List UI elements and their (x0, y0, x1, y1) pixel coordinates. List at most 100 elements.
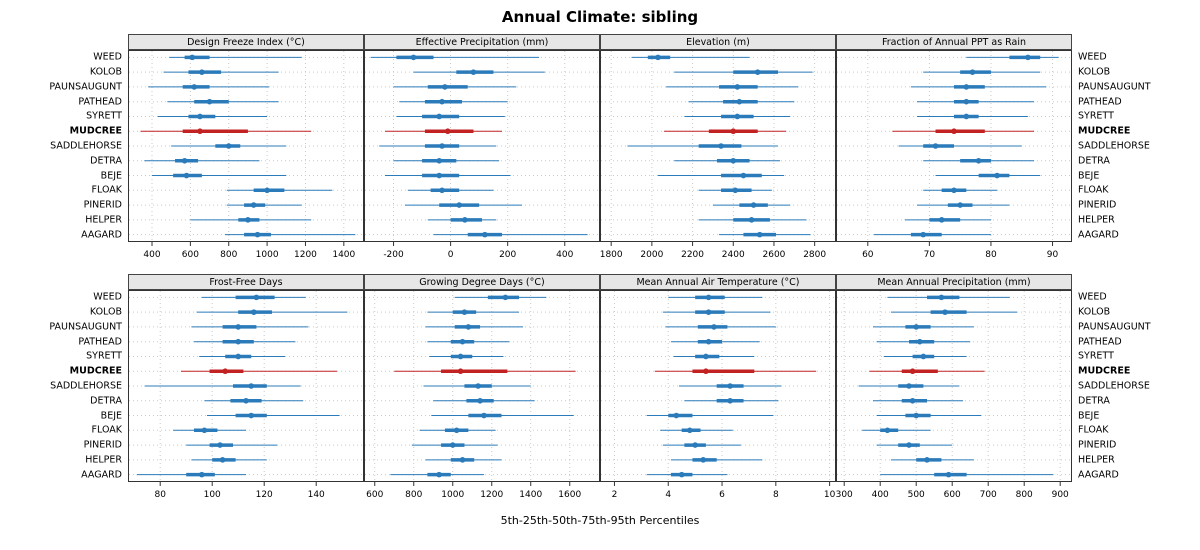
series-paunsaugunt (666, 84, 799, 90)
series-pinerid (404, 202, 522, 208)
x-tick-label: 1200 (294, 250, 317, 260)
series-aagard (646, 471, 728, 478)
panel-growing-degree-days-c: Growing Degree Days (°C) 600 800 1000 1200 14… (364, 274, 600, 508)
x-tick-label: 1400 (332, 250, 355, 260)
x-tick-label: 600 (366, 490, 383, 500)
series-aagard (873, 231, 991, 238)
panel-strip: Growing Degree Days (°C) (364, 274, 600, 290)
panel-plot: 2 4 6 8 10 (600, 290, 836, 500)
panel-strip: Design Freeze Index (°C) (128, 34, 364, 50)
station-label-floak: FLOAK (91, 184, 122, 196)
series-weed (631, 54, 750, 61)
x-tick-label: 400 (872, 490, 889, 500)
station-labels-left: WEED KOLOB PAUNSAUGUNT PATHEAD SYRETT MUDCREE… (0, 34, 128, 242)
x-tick-label: 60 (862, 250, 874, 260)
series-kolob (427, 309, 520, 315)
panel-strip: Frost-Free Days (128, 274, 364, 290)
panel-row-0: WEED KOLOB PAUNSAUGUNT PATHEAD SYRETT MUDCREE… (0, 34, 1200, 268)
x-tick-label: 8 (773, 490, 779, 500)
series-pathead (399, 98, 508, 105)
x-tick-label: 2800 (803, 250, 826, 260)
station-labels-right: WEED KOLOB PAUNSAUGUNT PATHEAD SYRETT MUDCREE… (1072, 34, 1200, 242)
station-label-syrett: SYRETT (1078, 110, 1114, 122)
series-pathead (688, 98, 795, 105)
station-label-beje: BEJE (100, 169, 122, 181)
series-floak (226, 187, 333, 194)
series-mudcree (892, 128, 1035, 135)
series-saddlehorse (379, 143, 497, 149)
x-tick-label: 2400 (722, 250, 745, 260)
panel-mean-annual-precipitation-mm: Mean Annual Precipitation (mm) 300 400 500 6… (836, 274, 1072, 508)
series-saddlehorse (679, 383, 782, 389)
series-mudcree (394, 368, 576, 375)
series-paunsaugunt (425, 324, 523, 330)
station-label-kolob: KOLOB (1078, 66, 1111, 78)
station-label-aagard: AAGARD (1078, 468, 1119, 480)
series-mudcree (181, 368, 337, 375)
series-helper (698, 217, 807, 223)
station-label-pathead: PATHEAD (78, 95, 122, 107)
series-pathead (670, 338, 760, 345)
series-weed (169, 54, 302, 61)
station-label-detra: DETRA (90, 395, 122, 407)
panel-fraction-of-annual-ppt-as-rain: Fraction of Annual PPT as Rain 60 70 80 90 (836, 34, 1072, 268)
x-tick-label: 10 (824, 490, 836, 500)
panel-plot: 1800 2000 2200 2400 2600 2800 (600, 50, 836, 260)
panel-strip-title: Effective Precipitation (mm) (415, 36, 549, 48)
x-tick-label: 90 (1047, 250, 1059, 260)
panel-strip: Fraction of Annual PPT as Rain (836, 34, 1072, 50)
series-mudcree (869, 368, 985, 375)
station-label-pathead: PATHEAD (1078, 335, 1122, 347)
station-label-pathead: PATHEAD (1078, 95, 1122, 107)
panel-strip-title: Mean Annual Precipitation (mm) (877, 276, 1031, 288)
station-label-saddlehorse: SADDLEHORSE (50, 140, 122, 152)
x-tick-label: 800 (220, 250, 237, 260)
x-tick-label: 200 (499, 250, 516, 260)
x-tick-label: 2000 (640, 250, 663, 260)
series-paunsaugunt (148, 84, 270, 90)
series-weed (887, 294, 1010, 301)
x-tick-label: 600 (182, 250, 199, 260)
series-detra (674, 157, 781, 164)
series-pinerid (712, 202, 791, 208)
x-tick-label: 120 (256, 490, 273, 500)
x-tick-label: 700 (980, 490, 997, 500)
series-pinerid (226, 202, 302, 208)
series-syrett (883, 353, 967, 360)
series-paunsaugunt (191, 324, 309, 330)
series-saddlehorse (627, 143, 779, 149)
panel-frost-free-days: Frost-Free Days 80 100 120 140 (128, 274, 364, 508)
panel-strip: Mean Annual Air Temperature (°C) (600, 274, 836, 290)
panel-plot: 60 70 80 90 (836, 50, 1072, 260)
series-detra (433, 397, 535, 404)
station-label-saddlehorse: SADDLEHORSE (50, 380, 122, 392)
station-label-aagard: AAGARD (81, 468, 122, 480)
x-tick-label: 1400 (519, 490, 542, 500)
series-aagard (136, 471, 246, 478)
x-tick-label: 2 (612, 490, 618, 500)
series-beje (876, 412, 981, 419)
panel-strip-title: Mean Annual Air Temperature (°C) (636, 276, 800, 288)
series-weed (966, 54, 1059, 61)
x-tick-label: 1000 (256, 250, 279, 260)
station-label-saddlehorse: SADDLEHORSE (1078, 140, 1150, 152)
series-saddlehorse (171, 143, 287, 149)
station-labels-left: WEED KOLOB PAUNSAUGUNT PATHEAD SYRETT MUDCREE… (0, 274, 128, 482)
series-beje (935, 172, 1041, 179)
x-tick-label: 900 (1052, 490, 1069, 500)
station-label-pinerid: PINERID (83, 439, 122, 451)
station-label-floak: FLOAK (1078, 184, 1109, 196)
series-floak (419, 427, 496, 434)
series-saddlehorse (144, 383, 301, 389)
series-weed (668, 294, 763, 301)
station-label-helper: HELPER (85, 214, 122, 226)
series-aagard (224, 231, 356, 238)
panel-strip: Elevation (m) (600, 34, 836, 50)
panel-strip-title: Frost-Free Days (209, 276, 283, 288)
series-aagard (390, 471, 484, 478)
station-label-kolob: KOLOB (89, 306, 122, 318)
station-label-mudcree: MUDCREE (1078, 365, 1131, 377)
series-detra (684, 397, 779, 404)
series-floak (173, 427, 246, 434)
series-saddlehorse (858, 383, 960, 389)
